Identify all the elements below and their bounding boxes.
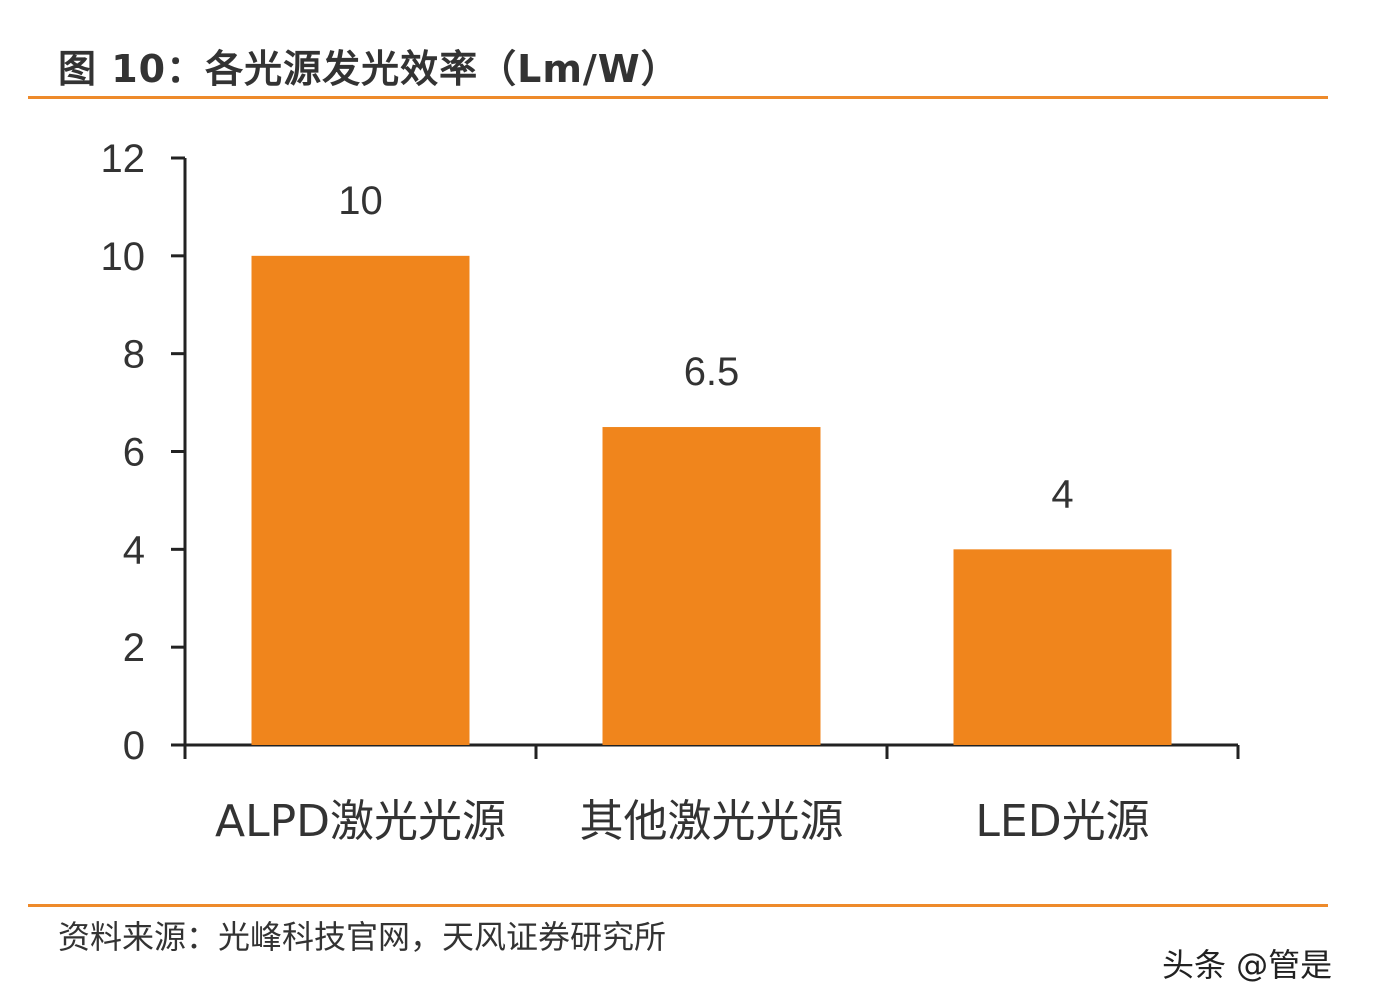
bar — [953, 549, 1172, 745]
x-tick-label: 其他激光光源 — [580, 796, 844, 847]
x-tick-label: ALPD激光光源 — [215, 796, 506, 847]
x-tick-label: LED光源 — [975, 796, 1149, 847]
y-tick-label: 6 — [123, 431, 145, 475]
y-tick-label: 4 — [123, 528, 145, 572]
source-divider — [28, 904, 1328, 907]
y-tick-label: 2 — [123, 626, 145, 670]
watermark: 头条 @管是 — [1162, 946, 1333, 984]
y-tick-label: 10 — [101, 235, 146, 279]
y-tick-label: 0 — [123, 724, 145, 768]
data-label: 6.5 — [684, 350, 740, 394]
title-divider — [28, 96, 1328, 99]
chart-title: 图 10：各光源发光效率（Lm/W） — [58, 47, 680, 91]
bar — [602, 427, 821, 745]
bar — [251, 255, 470, 746]
data-label: 4 — [1051, 472, 1073, 516]
data-label: 10 — [338, 179, 383, 223]
y-tick-label: 8 — [123, 333, 145, 377]
source-note: 资料来源：光峰科技官网，天风证券研究所 — [58, 918, 667, 956]
y-tick-label: 12 — [101, 137, 146, 181]
